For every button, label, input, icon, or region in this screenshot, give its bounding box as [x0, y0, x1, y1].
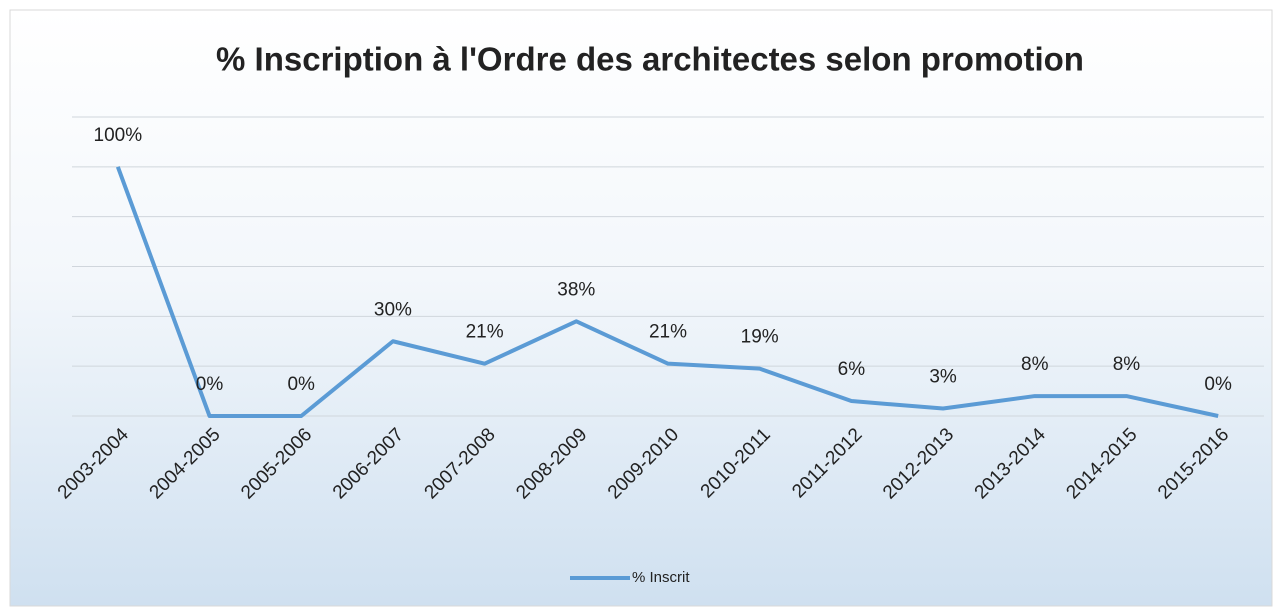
chart-background [9, 9, 1273, 607]
data-label: 3% [929, 367, 957, 388]
data-label: 0% [196, 374, 224, 395]
data-label: 0% [1204, 374, 1232, 395]
data-label: 21% [466, 322, 504, 343]
data-label: 21% [649, 322, 687, 343]
data-label: 6% [838, 359, 866, 380]
data-label: 8% [1113, 354, 1141, 375]
chart-title: % Inscription à l'Ordre des architectes … [216, 41, 1084, 78]
data-label: 30% [374, 299, 412, 320]
data-label: 38% [557, 279, 595, 300]
data-label: 0% [287, 374, 315, 395]
data-label: 19% [741, 327, 779, 348]
legend-label: % Inscrit [632, 569, 690, 586]
data-label: 8% [1021, 354, 1049, 375]
data-line [115, 166, 1219, 418]
data-label: 100% [94, 125, 143, 146]
